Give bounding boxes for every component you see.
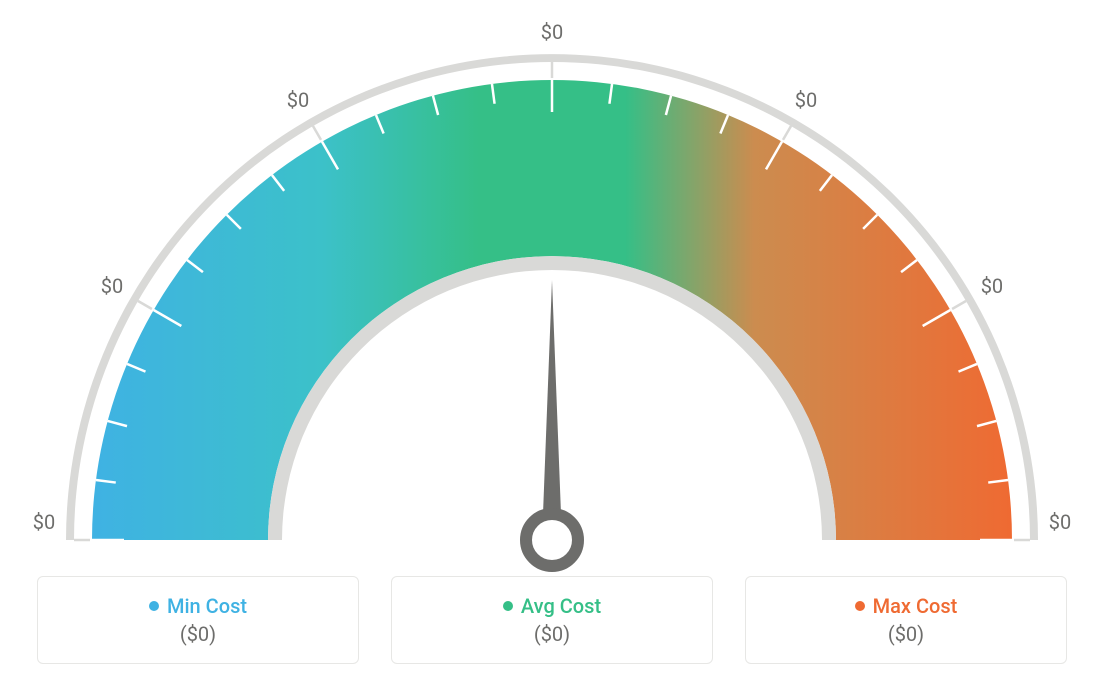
legend-avg-label: Avg Cost <box>521 594 601 618</box>
gauge-svg <box>32 20 1072 580</box>
legend-min-top: Min Cost <box>149 594 247 618</box>
dot-min <box>149 601 159 611</box>
legend-row: Min Cost ($0) Avg Cost ($0) Max Cost ($0… <box>37 576 1067 664</box>
legend-card-min: Min Cost ($0) <box>37 576 359 664</box>
tick-label: $0 <box>101 274 123 298</box>
legend-card-avg: Avg Cost ($0) <box>391 576 713 664</box>
legend-avg-top: Avg Cost <box>503 594 601 618</box>
dot-max <box>855 601 865 611</box>
legend-max-top: Max Cost <box>855 594 958 618</box>
tick-label: $0 <box>287 88 309 112</box>
legend-avg-value: ($0) <box>534 622 570 646</box>
legend-min-label: Min Cost <box>167 594 247 618</box>
dot-avg <box>503 601 513 611</box>
tick-label: $0 <box>1049 510 1071 534</box>
tick-label: $0 <box>981 274 1003 298</box>
legend-min-value: ($0) <box>180 622 216 646</box>
legend-max-value: ($0) <box>888 622 924 646</box>
legend-card-max: Max Cost ($0) <box>745 576 1067 664</box>
legend-max-label: Max Cost <box>873 594 958 618</box>
tick-label: $0 <box>33 510 55 534</box>
gauge-chart: $0 $0 $0 $0 $0 $0 $0 <box>32 20 1072 560</box>
tick-label: $0 <box>795 88 817 112</box>
tick-label: $0 <box>541 20 563 44</box>
